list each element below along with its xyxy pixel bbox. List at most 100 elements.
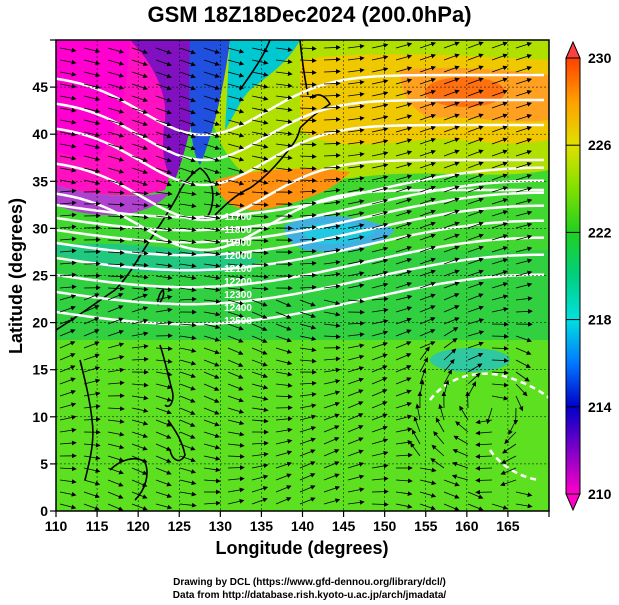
wind-arrow <box>83 366 101 373</box>
wind-arrow <box>155 407 172 415</box>
wind-arrow <box>275 416 293 422</box>
wind-arrow <box>433 431 445 445</box>
wind-arrow <box>323 272 341 277</box>
contour-line <box>56 253 544 306</box>
wind-arrow <box>371 425 388 433</box>
wind-arrow <box>443 348 457 361</box>
credits-drawing: Drawing by DCL (https://www.gfd-dennou.o… <box>173 577 446 588</box>
wind-arrow <box>251 47 269 53</box>
wind-arrow <box>491 101 508 109</box>
wind-arrow <box>275 143 293 148</box>
wind-arrow <box>227 498 245 505</box>
wind-arrow <box>467 185 484 193</box>
wind-arrow <box>155 83 172 91</box>
wind-arrow <box>467 197 484 205</box>
wind-arrow <box>275 95 293 100</box>
wind-arrow <box>59 479 77 484</box>
contour-line <box>56 166 544 219</box>
contour-line <box>56 191 544 244</box>
contour-line <box>56 123 544 187</box>
wind-arrow <box>179 83 196 91</box>
wind-arrow <box>179 479 197 486</box>
wind-arrow <box>475 477 493 483</box>
wind-arrow <box>467 161 484 169</box>
wind-arrow <box>419 479 437 486</box>
wind-arrow <box>323 177 341 182</box>
contour-line <box>56 188 544 252</box>
wind-arrow <box>347 474 365 481</box>
wind-arrow <box>131 419 149 426</box>
contour-line-dashed <box>488 449 541 482</box>
wind-arrow <box>179 251 197 257</box>
wind-arrow <box>371 319 389 325</box>
wind-arrow <box>179 47 196 55</box>
wind-arrow <box>251 311 268 319</box>
contour-line <box>56 73 544 137</box>
wind-arrow <box>299 380 317 386</box>
wind-arrow <box>467 257 484 265</box>
x-tick-label: 160 <box>455 518 479 534</box>
wind-arrow <box>323 299 341 306</box>
wind-arrow <box>131 214 149 220</box>
wind-arrow <box>419 149 436 157</box>
wind-arrow <box>515 42 532 49</box>
wind-arrow <box>179 239 197 245</box>
wind-arrow <box>59 83 77 89</box>
wind-arrow <box>179 287 197 293</box>
colorbar-tick-label: 222 <box>588 224 612 240</box>
wind-arrow <box>443 173 460 181</box>
wind-arrow <box>251 486 269 493</box>
wind-arrow <box>419 209 436 217</box>
wind-arrow <box>131 443 148 451</box>
contour-line <box>56 158 544 222</box>
wind-arrow <box>323 390 341 397</box>
wind-arrow <box>419 221 436 229</box>
wind-arrow <box>155 287 173 292</box>
wind-arrow <box>155 491 172 498</box>
wind-arrow <box>419 185 436 193</box>
wind-arrow <box>107 131 125 138</box>
wind-arrow <box>323 141 341 146</box>
wind-arrow <box>467 245 484 253</box>
wind-arrow <box>179 455 196 463</box>
wind-arrow <box>227 227 245 232</box>
wind-arrow <box>179 407 196 415</box>
y-tick-label: 45 <box>32 79 48 95</box>
wind-arrow <box>131 143 148 151</box>
wind-arrow <box>131 286 149 292</box>
wind-arrow <box>299 485 316 493</box>
wind-arrow <box>419 269 436 277</box>
wind-arrow <box>251 463 269 469</box>
y-tick-label: 35 <box>32 173 48 189</box>
wind-arrow <box>323 129 341 134</box>
wind-arrow <box>83 107 101 114</box>
wind-arrow <box>155 107 172 115</box>
wind-arrow <box>515 66 532 73</box>
wind-arrow <box>371 476 389 482</box>
wind-arrow <box>443 257 460 265</box>
wind-arrow <box>443 197 460 205</box>
wind-arrow <box>467 281 484 289</box>
wind-arrow <box>371 463 389 469</box>
wind-arrow <box>443 221 460 229</box>
wind-arrow <box>227 431 245 437</box>
wind-arrow <box>251 395 269 401</box>
wind-arrow <box>227 407 245 414</box>
wind-arrow <box>371 163 389 169</box>
wind-arrow <box>443 137 460 145</box>
wind-arrow <box>395 150 413 157</box>
wind-arrow <box>107 443 125 450</box>
wind-arrow <box>515 234 533 241</box>
wind-arrow <box>155 95 172 103</box>
wind-arrow <box>251 347 268 355</box>
wind-arrow <box>59 248 77 254</box>
wind-arrow <box>443 327 459 337</box>
wind-arrow <box>203 167 220 174</box>
wind-arrow <box>155 419 172 427</box>
wind-arrow <box>467 89 484 97</box>
wind-arrow <box>83 143 101 150</box>
wind-arrow <box>451 474 469 481</box>
wind-arrow <box>395 306 413 313</box>
wind-arrow <box>323 437 340 445</box>
wind-arrow <box>395 427 413 433</box>
